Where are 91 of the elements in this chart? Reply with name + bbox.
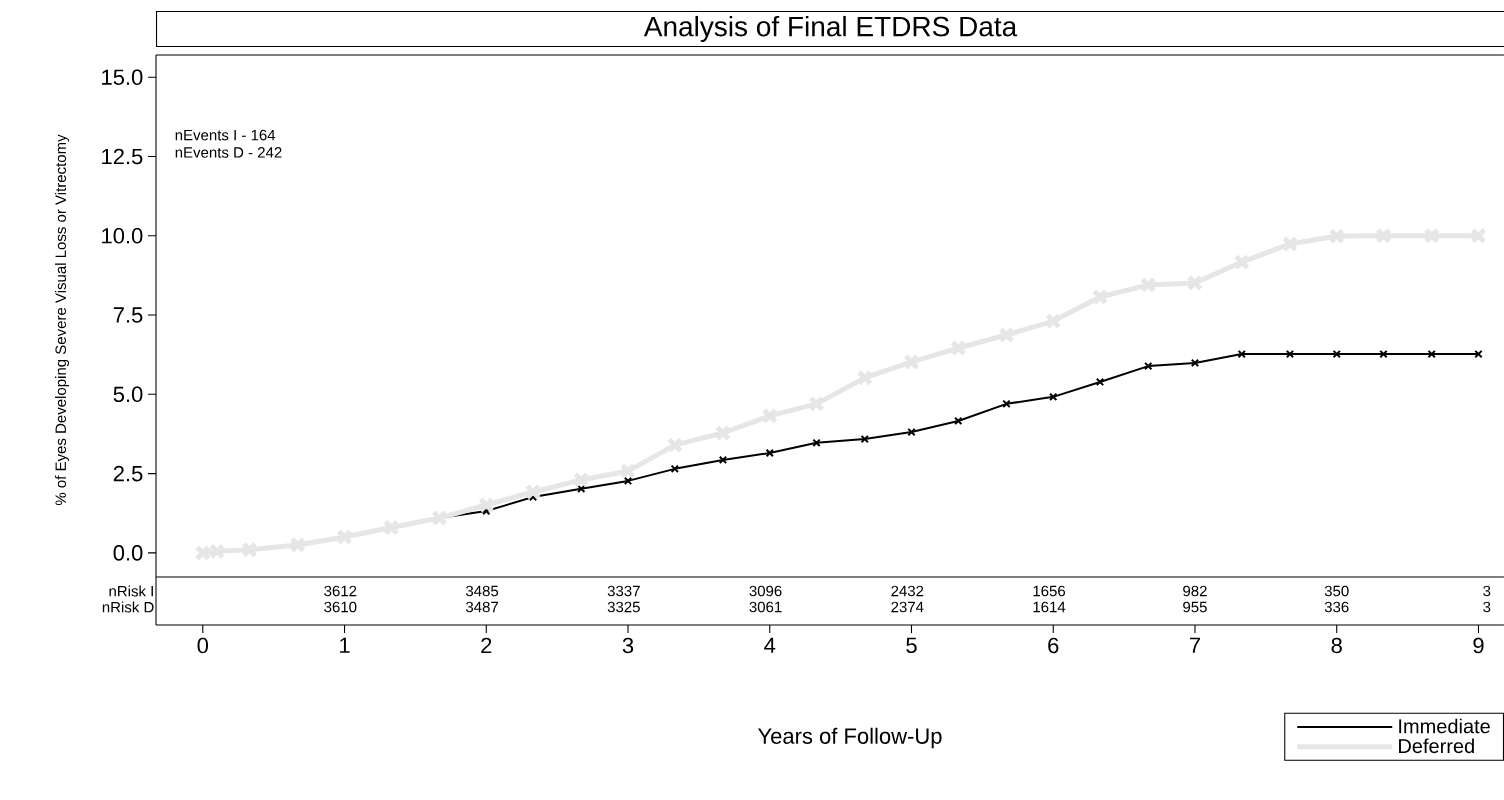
point [577,484,586,494]
point [336,528,353,546]
point [954,416,963,426]
x-tick-label: 4 [764,637,776,653]
text: 1614 [1033,601,1066,613]
x-tick-label: 3 [622,637,634,654]
point [1190,358,1200,368]
text: 2432 [891,585,924,597]
point [524,483,542,501]
y-tick-label: 7.5 [113,307,143,323]
point [1285,349,1295,359]
x-tick-label: 2 [481,637,492,654]
point [1049,392,1058,402]
y-tick-label: 12.5 [102,148,143,165]
text: 1656 [1033,585,1066,597]
point [241,541,258,558]
point [289,536,306,554]
y-tick-label: 15.0 [102,69,143,85]
point [1237,349,1246,359]
x-tick-label: 8 [1331,637,1342,654]
text: 3325 [607,601,640,613]
point [431,509,448,527]
point [573,471,590,489]
point [1045,312,1062,330]
text: 2374 [891,601,924,613]
x-tick-label: 1 [340,637,350,653]
point [478,496,495,514]
point [1186,274,1204,292]
text: 3 [1483,585,1491,597]
point [1379,349,1388,359]
point [1427,349,1436,359]
point [903,353,920,371]
x-tick-label: 6 [1048,637,1059,654]
point [1423,227,1440,244]
point [1233,253,1250,271]
point [765,448,774,458]
point [1474,349,1483,359]
text: 3485 [465,585,499,597]
point [907,427,916,437]
x-tick-label: 9 [1473,637,1484,654]
text: 955 [1183,601,1207,613]
x-tick-label: 7 [1190,637,1200,653]
text: 3 [1483,601,1491,613]
point [1332,349,1341,359]
point [1281,235,1299,253]
legend-label: Immediate [1399,718,1490,734]
x-tick-label: 0 [197,637,209,654]
chart-title: Analysis of Final ETDRS Data [643,15,1018,43]
x-axis-title: Years of Follow-Up [757,727,942,749]
text: 3337 [607,585,640,597]
point [1091,288,1109,306]
point [670,464,679,474]
text: 3610 [324,601,357,613]
point [714,424,732,442]
point [666,436,683,454]
text: 3061 [749,601,782,613]
x-tick-label: 5 [906,637,917,654]
text: 982 [1183,585,1207,597]
y-tick-label: 10.0 [102,227,143,244]
text: nRisk D [102,601,154,613]
point [860,434,869,444]
text: 3487 [465,601,498,613]
annotation: nEvents D - 242 [175,147,282,158]
annotation: nEvents I - 164 [175,129,276,141]
point [1002,399,1011,409]
point [1328,227,1345,245]
point [950,339,967,357]
point [383,519,400,536]
y-tick-label: 5.0 [113,386,143,403]
point [1375,227,1392,244]
y-axis-title: % of Eyes Developing Severe Visual Loss or Vitrectomy [55,134,70,506]
point [808,395,825,412]
point [856,369,873,386]
y-tick-label: 2.5 [113,465,143,482]
text: 3612 [324,585,357,597]
point [998,326,1015,344]
text: 3096 [749,585,782,597]
point [718,455,728,465]
text: 336 [1324,601,1349,613]
point [1140,276,1157,294]
y-tick-label: 0.0 [113,545,143,561]
point [761,407,778,425]
point [623,476,633,486]
legend-label: Deferred [1399,738,1474,754]
point [1470,227,1487,244]
point [1095,377,1105,387]
point [1144,361,1153,371]
text: 350 [1324,585,1349,597]
point [812,438,821,448]
text: nRisk I [109,585,153,597]
point [619,462,637,480]
